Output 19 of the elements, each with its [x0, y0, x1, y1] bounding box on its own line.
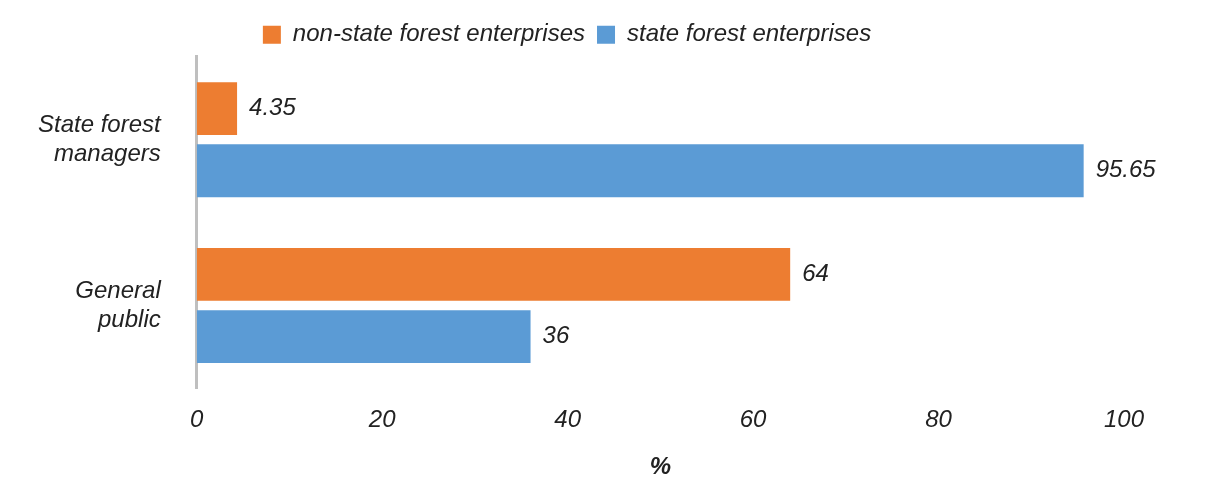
legend-label: state forest enterprises — [627, 19, 872, 47]
y-tick-label: State forest managers — [38, 109, 163, 166]
x-tick-label: 60 — [739, 405, 768, 433]
x-tick-label: 0 — [190, 405, 205, 433]
x-tick-label: 40 — [554, 405, 582, 433]
x-tick-label: 100 — [1103, 405, 1145, 433]
bar — [196, 247, 791, 301]
x-tick-label: 80 — [925, 405, 953, 433]
bar — [196, 82, 238, 136]
data-label: 95.65 — [1095, 155, 1157, 183]
data-label: 36 — [542, 321, 570, 349]
data-label: 4.35 — [249, 93, 297, 121]
data-label: 64 — [802, 259, 829, 287]
y-tick-label: General public — [75, 275, 162, 332]
bar — [196, 144, 1084, 198]
legend-label: non-state forest enterprises — [292, 19, 586, 47]
bar — [196, 310, 531, 364]
x-tick-label: 20 — [367, 405, 397, 433]
x-axis-title: % — [649, 452, 672, 480]
